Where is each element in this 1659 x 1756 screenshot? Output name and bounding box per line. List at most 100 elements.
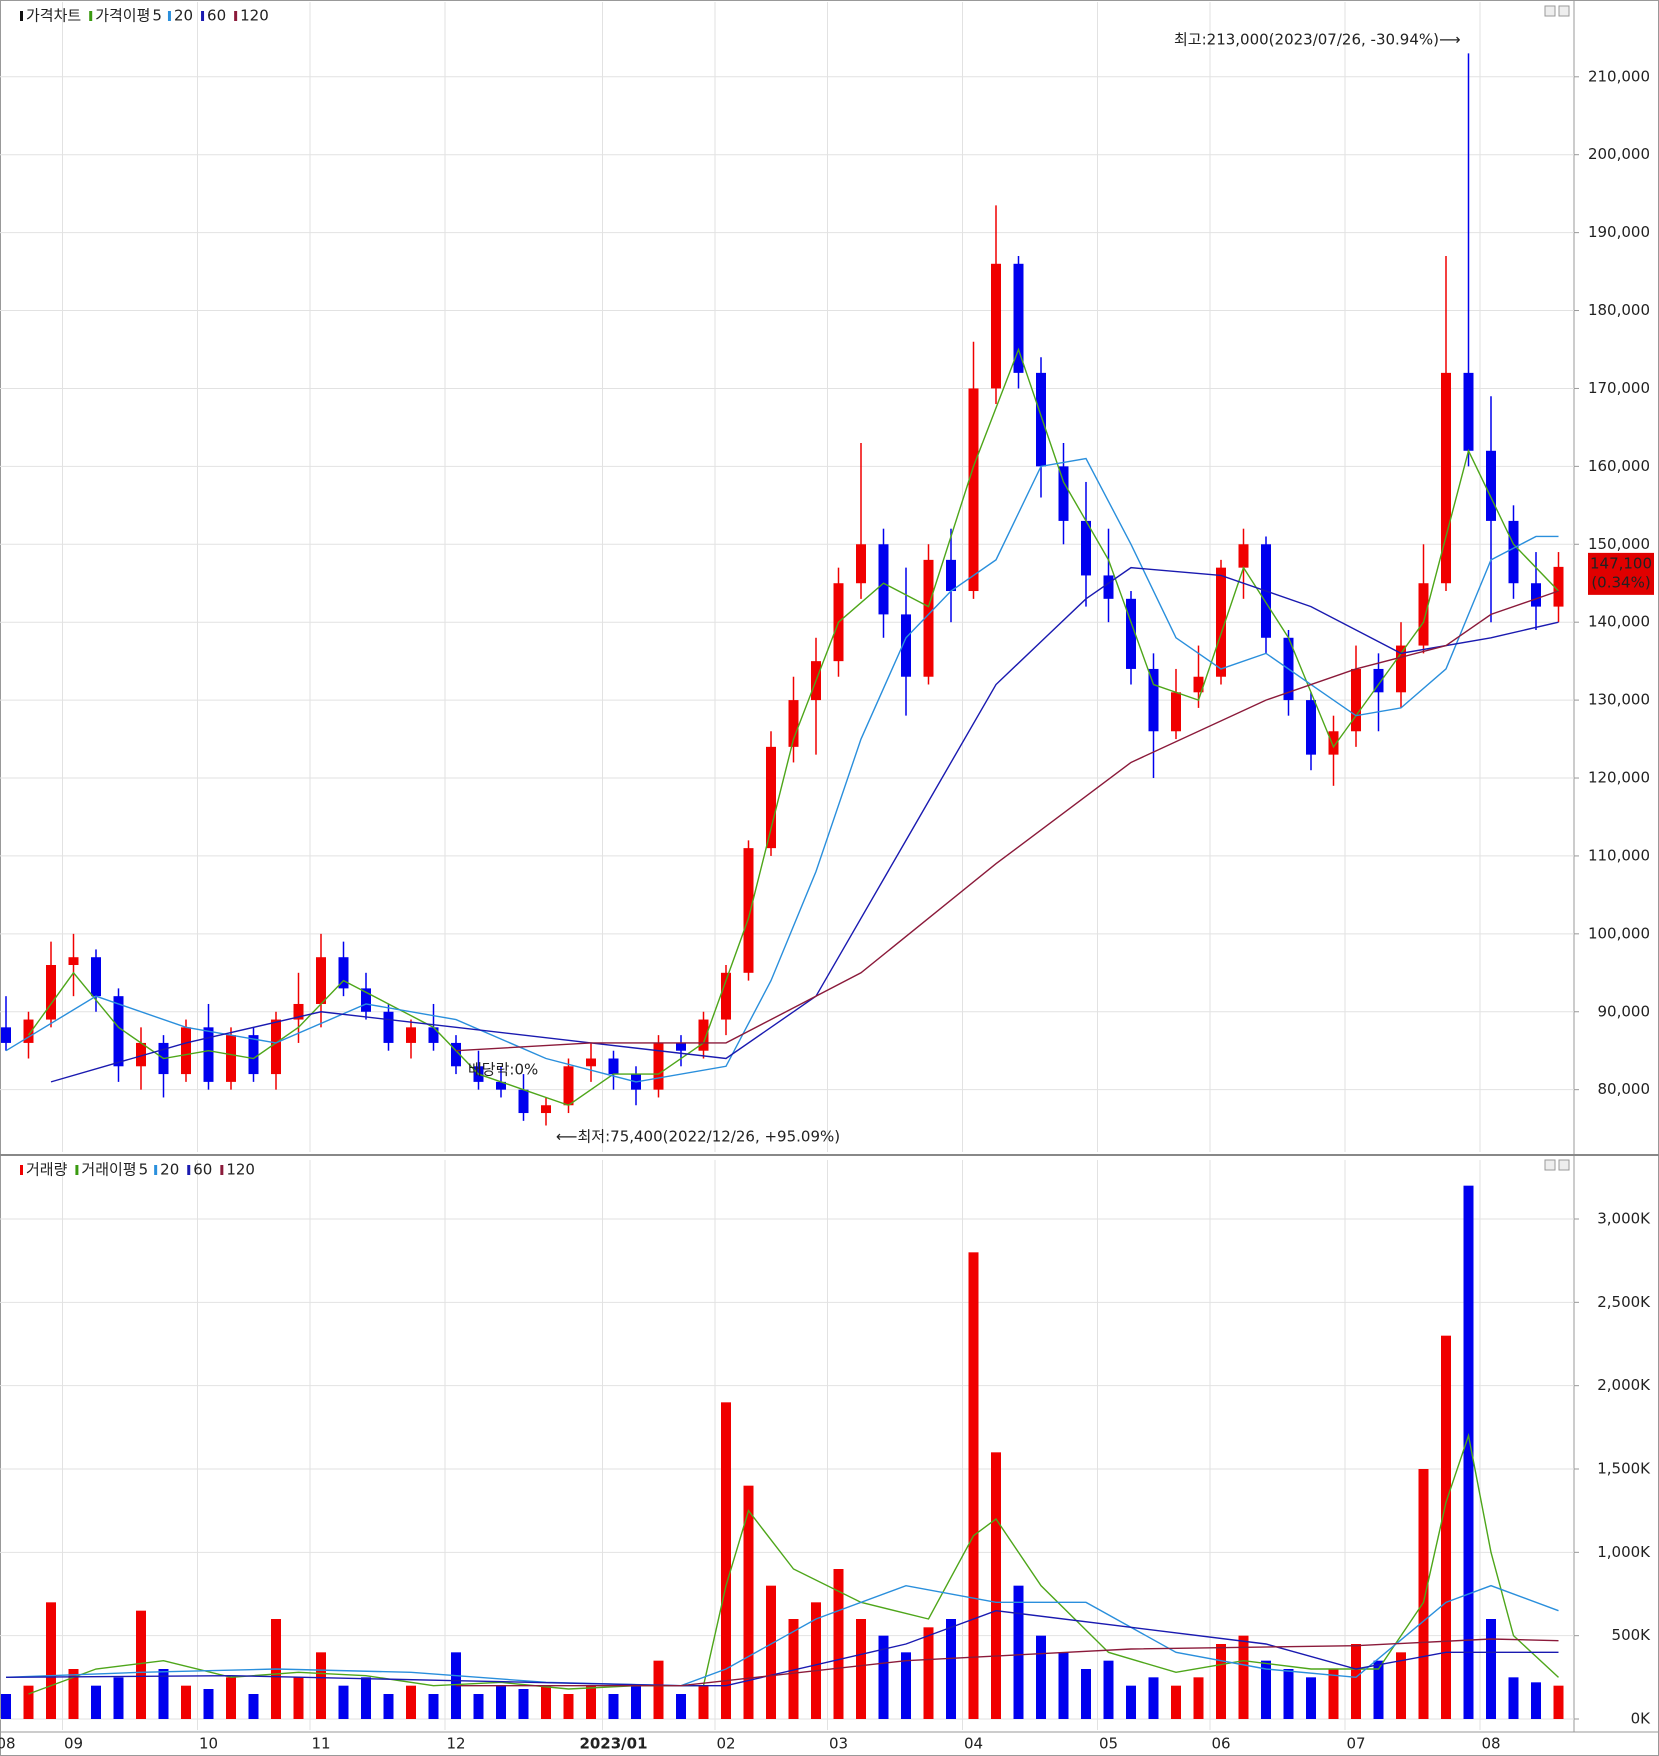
candle-body [46, 965, 56, 1020]
volume-bar [1058, 1652, 1069, 1719]
y-tick-label: 190,000 [1588, 223, 1650, 241]
volume-bar [856, 1619, 866, 1719]
moving-average-line [5, 1584, 1559, 1687]
close-icon[interactable] [1558, 1159, 1570, 1171]
legend-marker [187, 1165, 191, 1175]
y-tick-label: 140,000 [1588, 613, 1650, 631]
volume-bar [811, 1602, 821, 1719]
y-tick-label: 150,000 [1588, 535, 1650, 553]
x-tick-label: 02 [716, 1735, 735, 1753]
volume-bar [361, 1677, 371, 1719]
legend-marker [89, 11, 93, 21]
last-price-box [1588, 552, 1654, 595]
volume-bar [833, 1569, 844, 1719]
candle-body [68, 957, 79, 966]
y-tick-label: 90,000 [1598, 1002, 1651, 1020]
y-tick-label: 1,000K [1597, 1543, 1651, 1561]
volume-bar [248, 1694, 259, 1719]
candle-body [203, 1027, 214, 1082]
min-icon[interactable] [1544, 1159, 1556, 1171]
candle-body [586, 1058, 596, 1067]
annotation-high: 최고:213,000(2023/07/26, -30.94%)⟶ [1174, 31, 1461, 49]
moving-average-line [5, 1609, 1559, 1687]
candle-body [181, 1027, 191, 1075]
y-tick-label: 2,000K [1597, 1376, 1651, 1394]
volume-bar [136, 1610, 146, 1719]
volume-bar [1216, 1644, 1226, 1719]
volume-bar [1261, 1660, 1271, 1719]
volume-bar [1238, 1635, 1249, 1719]
volume-bar [428, 1694, 439, 1719]
volume-bar [1396, 1652, 1406, 1719]
candle-body [856, 544, 866, 584]
volume-bar [23, 1685, 34, 1719]
volume-bar [541, 1685, 551, 1719]
moving-average-line [456, 1638, 1559, 1687]
volume-bar [1193, 1677, 1204, 1719]
volume-bar [946, 1619, 956, 1719]
volume-bar [338, 1685, 349, 1719]
candle-body [1216, 567, 1226, 677]
min-icon[interactable] [1544, 5, 1556, 17]
candle-body [1418, 583, 1429, 646]
y-tick-label: 130,000 [1588, 691, 1650, 709]
volume-bar [158, 1669, 169, 1719]
y-tick-label: 80,000 [1598, 1080, 1651, 1098]
candle-body [136, 1042, 146, 1067]
volume-bar [878, 1635, 889, 1719]
moving-average-line [27, 347, 1560, 1107]
x-tick-label: 07 [1346, 1735, 1365, 1753]
volume-bar [1373, 1660, 1384, 1719]
legend-marker [20, 1165, 23, 1175]
volume-bar [721, 1402, 731, 1719]
volume-bar [1171, 1685, 1181, 1719]
candle-body [608, 1058, 619, 1075]
volume-bar [991, 1452, 1001, 1719]
candle-body [878, 544, 889, 615]
volume-bar [203, 1689, 214, 1719]
candle-body [428, 1027, 439, 1043]
y-tick-label: 100,000 [1588, 924, 1650, 942]
candle-body [1171, 692, 1181, 732]
legend-label: 5 [139, 1161, 149, 1179]
y-tick-label: 1,500K [1597, 1460, 1651, 1478]
candle-body [1103, 575, 1114, 599]
volume-bar [676, 1694, 686, 1719]
legend-label: 120 [226, 1161, 255, 1179]
candle-body [788, 700, 799, 747]
candle-body [383, 1011, 394, 1043]
candle-body [271, 1019, 281, 1075]
x-tick-label: 06 [1211, 1735, 1230, 1753]
candle-body [743, 848, 754, 973]
candle-body [496, 1081, 506, 1090]
close-icon[interactable] [1558, 5, 1570, 17]
candle-body [1013, 263, 1024, 373]
candle-body [541, 1105, 551, 1114]
volume-bar [473, 1694, 484, 1719]
last-change: (0.34%) [1591, 573, 1650, 591]
volume-bar [68, 1669, 79, 1719]
volume-bar [698, 1685, 709, 1719]
y-tick-label: 2,500K [1597, 1293, 1651, 1311]
candle-body [248, 1035, 259, 1075]
candle-body [1373, 668, 1384, 693]
candle-body [563, 1066, 574, 1106]
x-tick-label: 03 [829, 1735, 848, 1753]
volume-bar [788, 1619, 799, 1719]
y-tick-label: 180,000 [1588, 301, 1650, 319]
volume-bar [113, 1677, 124, 1719]
volume-bar [766, 1585, 776, 1719]
legend-label: 20 [174, 7, 193, 25]
volume-bar [631, 1685, 641, 1719]
volume-bar [383, 1694, 394, 1719]
legend-marker [234, 11, 238, 21]
candle-body [226, 1035, 236, 1082]
volume-bar [406, 1685, 416, 1719]
y-tick-label: 200,000 [1588, 145, 1650, 163]
volume-bar [1328, 1669, 1339, 1719]
volume-bar [1441, 1335, 1451, 1719]
y-tick-label: 500K [1612, 1626, 1652, 1644]
volume-bar [901, 1652, 911, 1719]
candle-body [1463, 372, 1474, 451]
